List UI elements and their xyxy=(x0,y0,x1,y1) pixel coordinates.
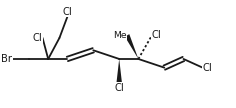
Text: Cl: Cl xyxy=(63,7,72,17)
Text: Cl: Cl xyxy=(152,30,162,40)
Text: Cl: Cl xyxy=(114,83,124,93)
Polygon shape xyxy=(117,59,122,83)
Polygon shape xyxy=(125,34,138,59)
Text: Br: Br xyxy=(1,54,12,64)
Text: Cl: Cl xyxy=(203,63,212,73)
Text: Me: Me xyxy=(114,31,127,40)
Text: Cl: Cl xyxy=(33,33,42,43)
